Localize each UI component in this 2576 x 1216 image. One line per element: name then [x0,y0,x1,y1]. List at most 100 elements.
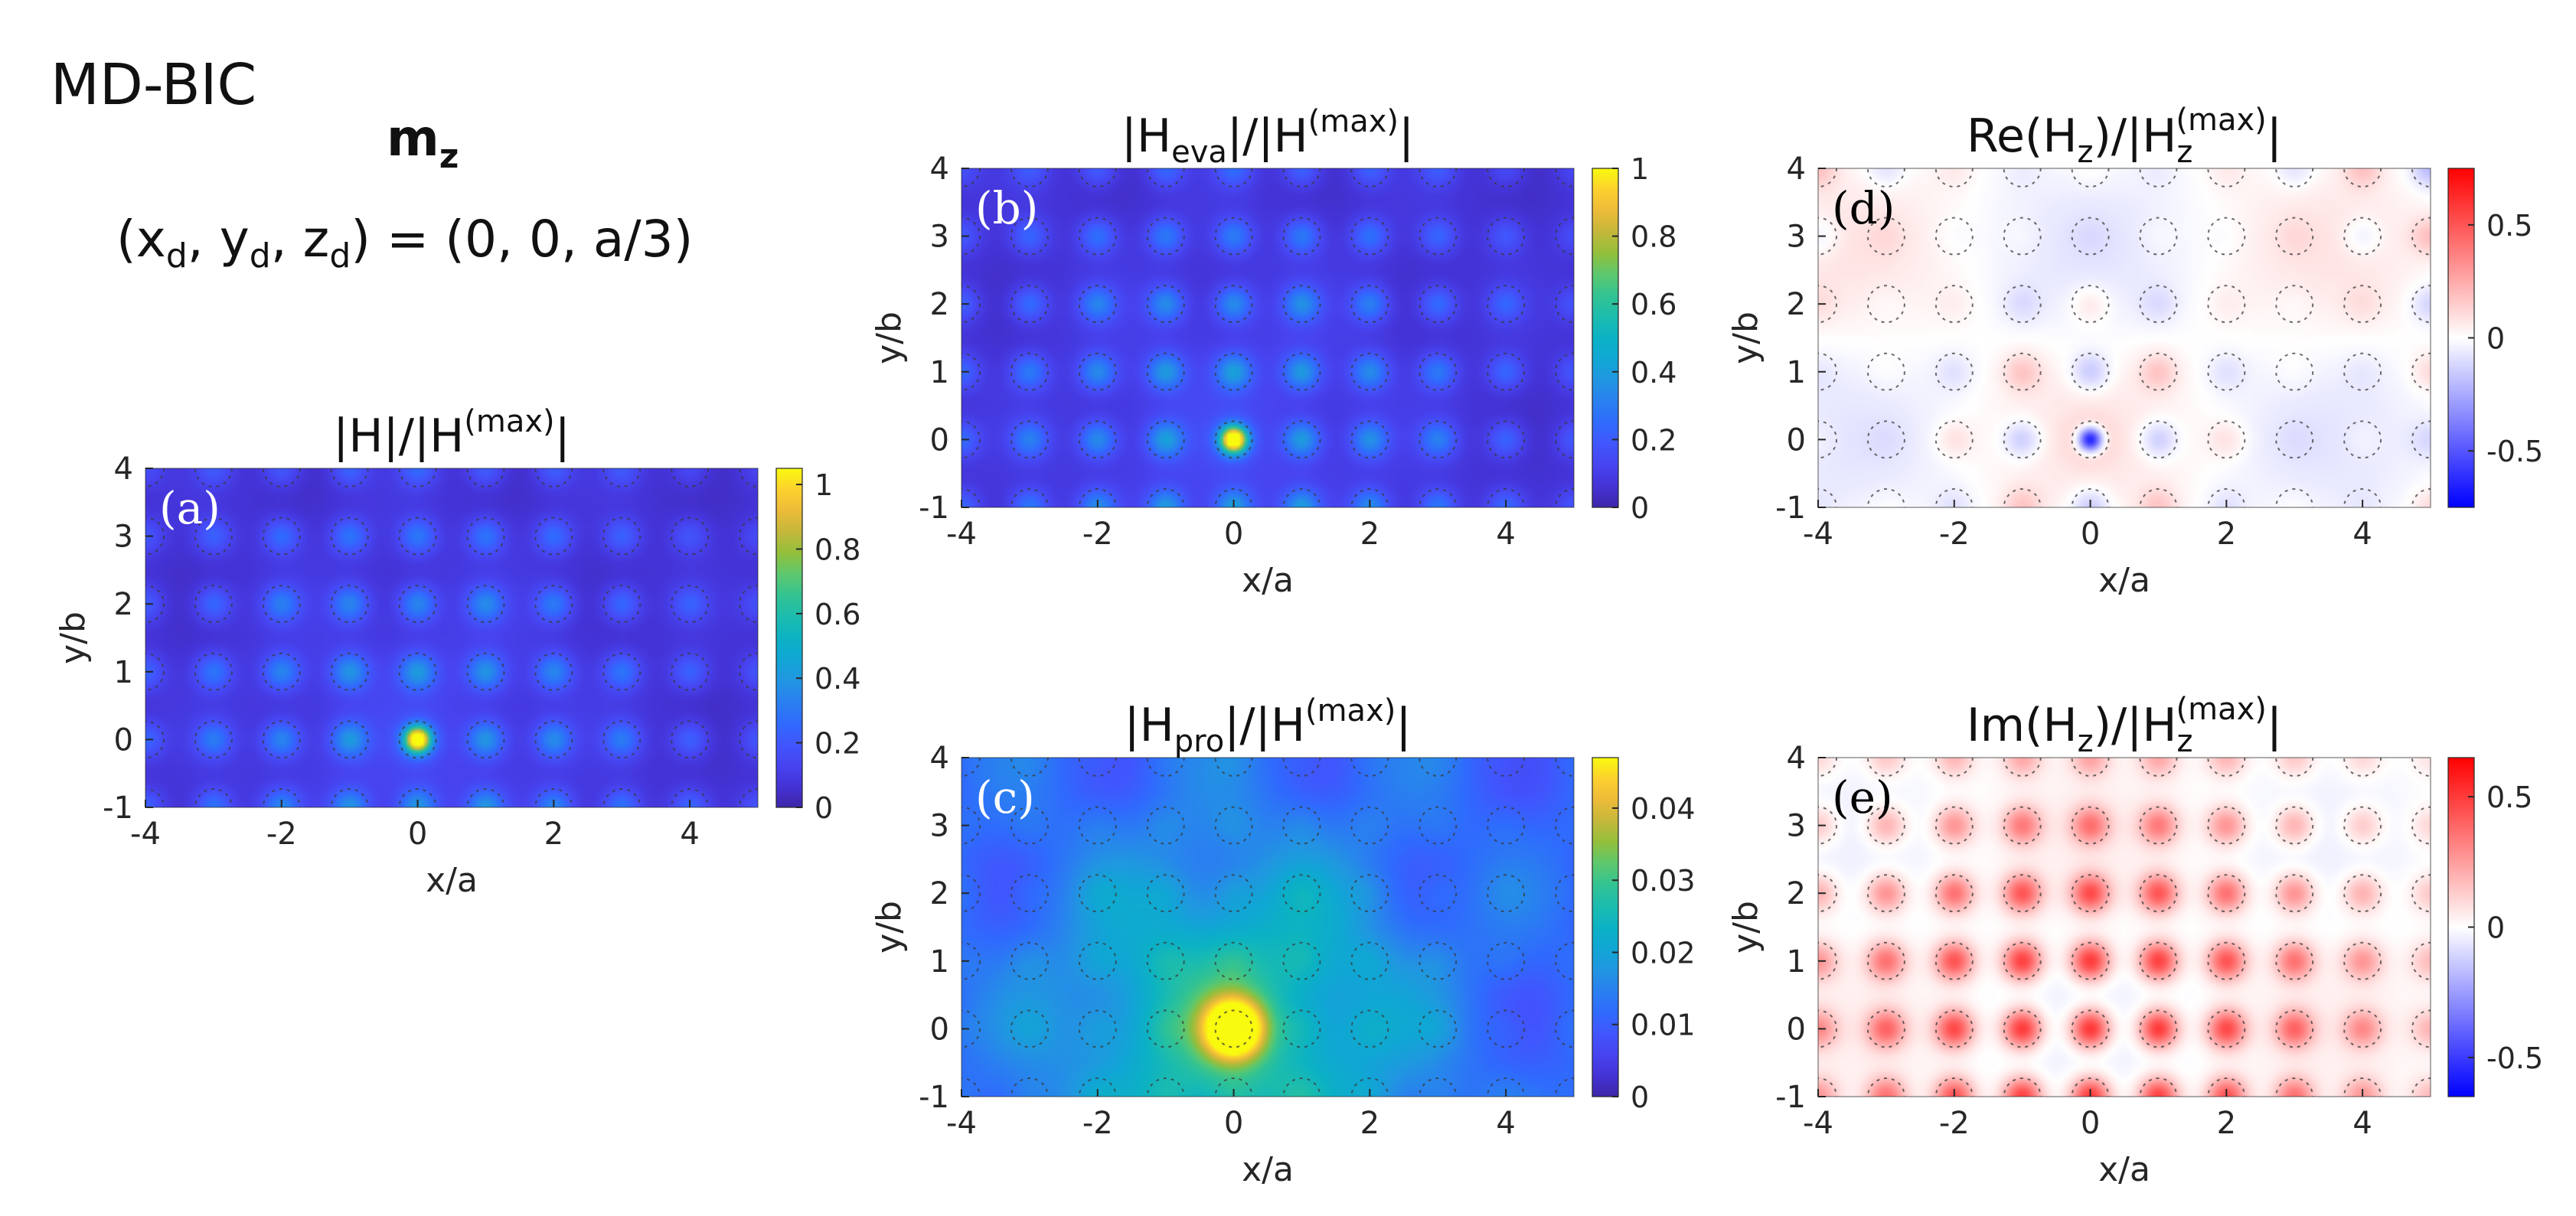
y-tick-label: 0 [114,722,133,758]
lattice-ring [2139,352,2178,391]
y-tick-label: -1 [919,491,949,526]
y-axis-label: y/b [1726,901,1765,954]
lattice-ring [2343,420,2382,459]
y-tick-label: -1 [103,791,133,826]
lattice-ring [1419,1077,1458,1097]
y-tick-label: 2 [1787,876,1806,911]
x-tick-label: 4 [2352,1106,2372,1141]
lattice-ring [602,517,642,556]
x-tick-label: -4 [1803,1106,1833,1141]
lattice-ring [2275,217,2314,256]
lattice-ring [1010,352,1049,391]
lattice-ring [1350,806,1389,845]
lattice-ring [2071,1009,2110,1048]
lattice-ring [1350,488,1389,507]
lattice-ring [2139,217,2178,256]
lattice-ring [2139,488,2178,507]
lattice-ring [1282,941,1321,980]
x-tick-label: -2 [1082,517,1113,552]
colorbar-tick-label: 0 [2486,322,2505,356]
lattice-ring [1866,217,1905,256]
panel-title: |H|/|H(max)| [333,404,570,463]
colorbar-tick-label: 0.5 [2486,781,2532,814]
axes-frame-c [961,757,1575,1097]
lattice-ring [2343,352,2382,391]
lattice-ring [1214,285,1253,324]
y-tick-label: 2 [930,876,949,911]
lattice-ring [1010,285,1049,324]
y-tick-label: 3 [1787,809,1806,844]
lattice-ring [534,720,573,759]
panel-title: |Heva|/|H(max)| [1121,104,1414,170]
lattice-ring [1282,1077,1321,1097]
y-axis-label: y/b [54,611,93,664]
lattice-ring [2207,1009,2246,1048]
lattice-ring [2343,285,2382,324]
colorbar-tick-label: 0.6 [1631,288,1677,321]
lattice-ring [962,352,981,391]
lattice-ring [1818,874,1837,913]
y-tick-label: 3 [930,220,949,255]
lattice-ring [2139,1077,2178,1097]
lattice-ring [1078,874,1117,913]
lattice-ring [1350,941,1389,980]
colorbar-c [1592,757,1619,1097]
lattice-ring [1934,352,1974,391]
x-tick-label: 0 [1224,1106,1243,1141]
colorbar-tick-label: 0.04 [1631,792,1696,826]
x-tick-label: 4 [1496,517,1515,552]
lattice-ring [1146,1077,1185,1097]
heatmap-image-d [1818,168,2431,507]
x-tick-label: -2 [266,817,297,852]
lattice-ring [1078,1009,1117,1048]
y-tick-label: 4 [930,152,949,187]
figure-label: MD-BIC [51,52,256,118]
lattice-ring [262,652,301,691]
lattice-ring [2071,420,2110,459]
lattice-ring [1350,285,1389,324]
lattice-ring [2275,352,2314,391]
lattice-ring [2207,806,2246,845]
lattice-ring [1934,806,1974,845]
lattice-ring [1866,874,1905,913]
lattice-ring [962,874,981,913]
lattice-ring [1214,806,1253,845]
lattice-ring [1078,941,1117,980]
lattice-ring [1146,874,1185,913]
lattice-ring [534,517,573,556]
lattice-ring [145,517,165,556]
heatmap-image-c [962,758,1574,1097]
lattice-ring [1214,1009,1253,1048]
lattice-ring [1818,352,1837,391]
panel-c: -4 -2 0 2 4 -1 0 1 2 3 4 x/a y/b |Hpro|/|H(max)| (c) 0 0… [870,693,1696,1189]
lattice-ring [2275,1009,2314,1048]
lattice-ring [330,585,369,624]
colorbar-tick-label: 0 [2486,911,2505,945]
x-tick-label: 2 [2217,517,2236,552]
y-tick-label: -1 [919,1080,949,1115]
y-tick-label: -1 [1775,1080,1806,1115]
dipole-label: mz [387,109,459,176]
heatmap-image-a [145,468,758,807]
lattice-ring [1078,1077,1117,1097]
colorbar-tick-label: 0.6 [815,598,860,631]
lattice-ring [2003,941,2042,980]
y-tick-label: 3 [930,809,949,844]
lattice-ring [2003,285,2042,324]
lattice-ring [262,720,301,759]
lattice-ring [962,941,981,980]
lattice-ring [602,652,642,691]
lattice-ring [962,285,981,324]
lattice-rings-e [1818,758,2431,1097]
lattice-ring [1818,285,1837,324]
lattice-ring [2003,1009,2042,1048]
lattice-ring [1419,874,1458,913]
lattice-rings-d [1818,168,2431,507]
lattice-ring [1818,806,1837,845]
lattice-ring [1078,806,1117,845]
y-tick-label: 0 [930,1012,949,1047]
y-tick-label: 0 [930,422,949,458]
x-axis-label: x/a [2098,1150,2150,1189]
y-tick-label: 0 [1787,422,1806,458]
lattice-ring [2003,420,2042,459]
